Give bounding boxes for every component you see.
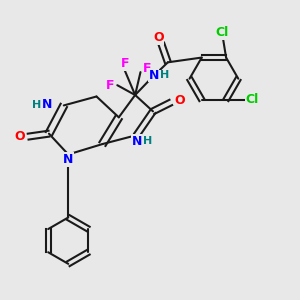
Text: N: N (148, 69, 159, 82)
Text: O: O (174, 94, 185, 107)
Text: O: O (14, 130, 25, 143)
Text: O: O (153, 31, 164, 44)
Text: N: N (131, 135, 142, 148)
Text: H: H (160, 70, 169, 80)
Text: H: H (143, 136, 152, 146)
Text: N: N (42, 98, 52, 111)
Text: Cl: Cl (245, 93, 259, 106)
Text: F: F (106, 79, 114, 92)
Text: N: N (63, 153, 74, 166)
Text: F: F (143, 62, 151, 75)
Text: H: H (32, 100, 41, 110)
Text: Cl: Cl (215, 26, 228, 39)
Text: F: F (121, 57, 129, 70)
